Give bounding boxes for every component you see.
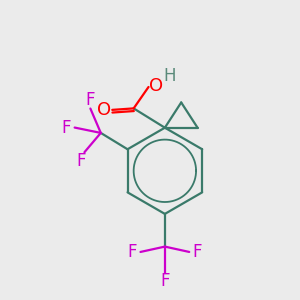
Text: F: F (61, 118, 71, 136)
Text: F: F (85, 91, 95, 109)
Text: O: O (97, 101, 111, 119)
Text: F: F (77, 152, 86, 170)
Text: H: H (163, 67, 176, 85)
Text: O: O (149, 77, 163, 95)
Text: F: F (128, 243, 137, 261)
Text: F: F (160, 272, 170, 290)
Text: F: F (193, 243, 202, 261)
